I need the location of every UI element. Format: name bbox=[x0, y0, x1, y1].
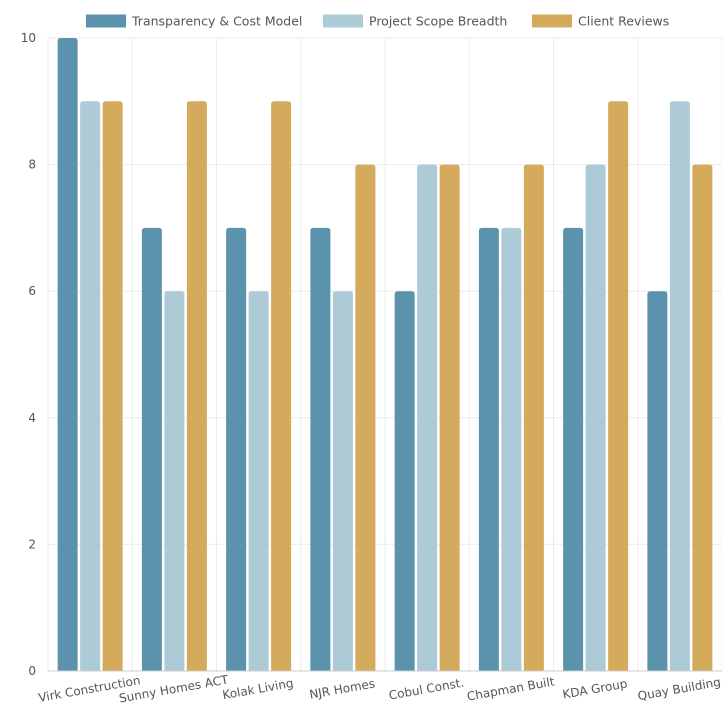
bar-project-scope-breadth-cobul-const[interactable] bbox=[417, 164, 438, 671]
legend-label: Client Reviews bbox=[578, 14, 669, 29]
bar-client-reviews-kda-group[interactable] bbox=[608, 101, 629, 672]
bar-client-reviews-quay-building[interactable] bbox=[692, 164, 713, 671]
x-tick-label: Kolak Living bbox=[221, 676, 294, 702]
bar-project-scope-breadth-quay-building[interactable] bbox=[669, 101, 690, 672]
x-tick-label: Quay Building bbox=[637, 675, 722, 703]
y-tick-label: 6 bbox=[28, 284, 36, 298]
bar-transparency-cost-model-chapman-built[interactable] bbox=[478, 227, 499, 671]
bar-transparency-cost-model-kda-group[interactable] bbox=[563, 227, 584, 671]
x-tick-label: NJR Homes bbox=[308, 676, 376, 701]
bar-client-reviews-cobul-const[interactable] bbox=[439, 164, 460, 671]
bar-layer bbox=[57, 38, 713, 672]
legend-item-project-scope-breadth[interactable]: Project Scope Breadth bbox=[323, 14, 507, 29]
y-tick-label: 2 bbox=[28, 537, 36, 551]
bar-client-reviews-kolak-living[interactable] bbox=[271, 101, 292, 672]
grid-layer bbox=[47, 37, 722, 672]
x-tick-label: Chapman Built bbox=[466, 674, 556, 703]
legend-item-client-reviews[interactable]: Client Reviews bbox=[532, 14, 669, 29]
bar-project-scope-breadth-chapman-built[interactable] bbox=[501, 227, 522, 671]
bar-transparency-cost-model-njr-homes[interactable] bbox=[310, 227, 331, 671]
legend-item-transparency-cost-model[interactable]: Transparency & Cost Model bbox=[86, 14, 302, 29]
bar-transparency-cost-model-sunny-homes-act[interactable] bbox=[141, 227, 162, 671]
bar-client-reviews-virk-construction[interactable] bbox=[102, 101, 123, 672]
legend-label: Project Scope Breadth bbox=[369, 14, 507, 29]
bar-transparency-cost-model-kolak-living[interactable] bbox=[226, 227, 247, 671]
bar-project-scope-breadth-kda-group[interactable] bbox=[585, 164, 606, 671]
bar-transparency-cost-model-cobul-const[interactable] bbox=[394, 291, 415, 671]
y-tick-label: 10 bbox=[21, 31, 36, 45]
legend-swatch bbox=[86, 14, 126, 28]
bar-client-reviews-chapman-built[interactable] bbox=[523, 164, 544, 671]
legend-label: Transparency & Cost Model bbox=[131, 14, 302, 29]
bar-project-scope-breadth-kolak-living[interactable] bbox=[248, 291, 269, 671]
x-tick-label: Cobul Const. bbox=[388, 676, 465, 703]
legend: Transparency & Cost Model Project Scope B… bbox=[86, 14, 669, 29]
y-tick-label: 0 bbox=[28, 664, 36, 678]
bar-client-reviews-njr-homes[interactable] bbox=[355, 164, 376, 671]
legend-swatch bbox=[323, 14, 363, 28]
y-tick-label: 4 bbox=[28, 411, 36, 425]
y-tick-label: 8 bbox=[28, 158, 36, 172]
bar-client-reviews-sunny-homes-act[interactable] bbox=[186, 101, 207, 672]
bar-transparency-cost-model-quay-building[interactable] bbox=[647, 291, 668, 671]
bar-project-scope-breadth-sunny-homes-act[interactable] bbox=[164, 291, 185, 671]
x-tick-label: KDA Group bbox=[561, 676, 628, 701]
bar-transparency-cost-model-virk-construction[interactable] bbox=[57, 38, 78, 671]
bar-project-scope-breadth-virk-construction[interactable] bbox=[80, 101, 101, 672]
legend-swatch bbox=[532, 14, 572, 28]
bar-project-scope-breadth-njr-homes[interactable] bbox=[332, 291, 353, 671]
